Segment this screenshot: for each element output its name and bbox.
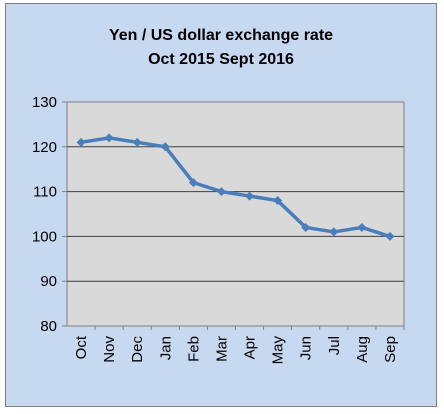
y-tick-label-130: 130 — [32, 94, 57, 111]
data-point-jun — [301, 222, 311, 232]
data-point-dec — [132, 137, 142, 147]
data-point-jul — [329, 227, 339, 237]
data-point-mar — [216, 187, 226, 197]
x-tick-label-may: May — [270, 336, 287, 365]
y-tick-label-110: 110 — [33, 184, 57, 201]
x-tick-label-jun: Jun — [298, 336, 315, 360]
y-tick-label-80: 80 — [40, 318, 57, 335]
x-tick-label-mar: Mar — [213, 336, 230, 362]
y-tick-label-100: 100 — [32, 228, 57, 245]
plot-area — [66, 101, 405, 327]
chart-title-line-1: Yen / US dollar exchange rate — [108, 27, 334, 44]
data-point-jan — [160, 142, 170, 152]
x-tick-label-dec: Dec — [129, 336, 146, 363]
x-tick-label-oct: Oct — [73, 335, 90, 359]
data-point-apr — [245, 191, 255, 201]
x-tick-label-jul: Jul — [326, 336, 343, 355]
data-point-feb — [188, 178, 198, 188]
chart-title: Yen / US dollar exchange rate Oct 2015 S… — [5, 24, 437, 72]
data-point-aug — [357, 222, 367, 232]
x-tick-label-jan: Jan — [157, 336, 174, 360]
y-tick-label-90: 90 — [40, 273, 57, 290]
data-point-oct — [76, 137, 86, 147]
data-point-sep — [385, 231, 395, 241]
x-tick-label-feb: Feb — [185, 336, 202, 362]
x-tick-label-aug: Aug — [354, 336, 371, 363]
series-line-0 — [80, 136, 391, 239]
x-tick-label-apr: Apr — [242, 336, 259, 359]
x-tick-label-sep: Sep — [382, 336, 399, 363]
y-tick-label-120: 120 — [32, 139, 57, 156]
data-point-may — [273, 196, 283, 206]
chart-title-line-2: Oct 2015 Sept 2016 — [148, 51, 294, 68]
data-point-nov — [104, 133, 114, 143]
x-tick-label-nov: Nov — [101, 336, 118, 363]
